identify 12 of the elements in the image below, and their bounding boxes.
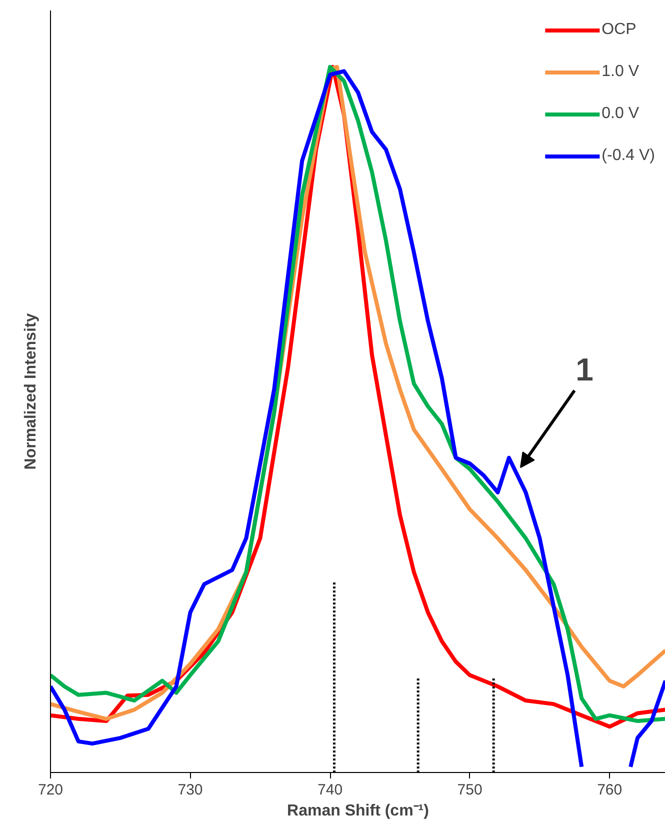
x-tick-label: 740 bbox=[318, 782, 343, 798]
legend-label: OCP bbox=[602, 21, 636, 39]
legend-label: 0.0 V bbox=[602, 105, 640, 123]
legend-label: (-0.4 V) bbox=[602, 147, 655, 165]
y-axis-title: Normalized Intensity bbox=[22, 313, 40, 470]
legend-label: 1.0 V bbox=[602, 63, 640, 81]
x-axis-title: Raman Shift (cm⁻¹) bbox=[287, 802, 429, 820]
x-tick-label: 750 bbox=[457, 782, 482, 798]
x-tick-label: 760 bbox=[597, 782, 622, 798]
x-tick-label: 720 bbox=[38, 782, 64, 798]
x-tick-label: 730 bbox=[178, 782, 203, 798]
annotation: 1 bbox=[576, 352, 594, 388]
